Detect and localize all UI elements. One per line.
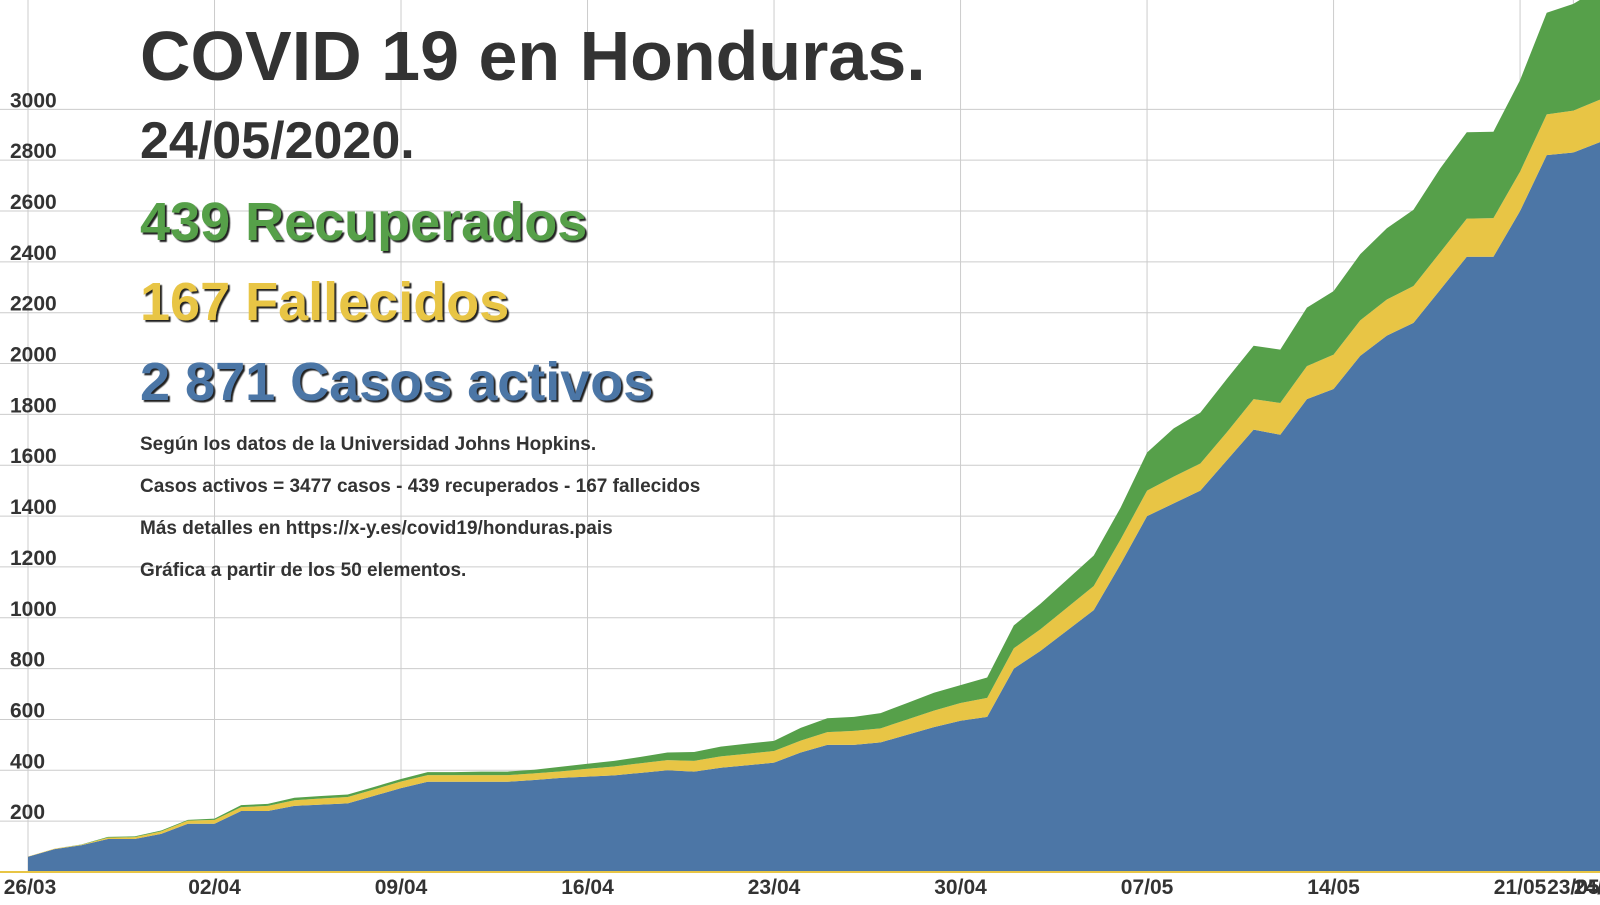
note: Según los datos de la Universidad Johns … [140, 434, 596, 455]
y-tick-label: 2200 [10, 293, 57, 316]
y-tick-label: 1000 [10, 598, 57, 621]
y-tick-label: 1200 [10, 547, 57, 570]
x-tick-label: 24/05 [1574, 876, 1600, 899]
y-tick-label: 1800 [10, 394, 57, 417]
y-tick-label: 2400 [10, 242, 57, 265]
x-tick-label: 09/04 [375, 876, 428, 899]
note: Más detalles en https://x-y.es/covid19/h… [140, 518, 613, 539]
y-tick-label: 1600 [10, 445, 57, 468]
x-tick-label: 30/04 [934, 876, 987, 899]
x-tick-label: 14/05 [1307, 876, 1360, 899]
y-tick-label: 600 [10, 699, 45, 722]
y-tick-label: 1400 [10, 496, 57, 519]
x-tick-label: 21/05 [1494, 876, 1547, 899]
y-tick-label: 2000 [10, 344, 57, 367]
x-tick-label: 26/03 [4, 876, 57, 899]
y-tick-label: 200 [10, 801, 45, 824]
x-tick-label: 07/05 [1121, 876, 1174, 899]
y-tick-label: 2800 [10, 140, 57, 163]
chart-subtitle: 24/05/2020. [140, 112, 415, 170]
x-tick-label: 23/04 [748, 876, 801, 899]
areas [0, 0, 1600, 873]
x-tick-label: 23/05 [1547, 876, 1600, 899]
y-tick-label: 2600 [10, 191, 57, 214]
y-tick-label: 800 [10, 649, 45, 672]
y-tick-label: 3000 [10, 89, 57, 112]
active-label: 2 871 Casos activos [140, 352, 653, 412]
x-tick-label: 16/04 [561, 876, 614, 899]
area [28, 142, 1600, 873]
deaths-label: 167 Fallecidos [140, 272, 509, 332]
note: Casos activos = 3477 casos - 439 recuper… [140, 476, 700, 497]
note: Gráfica a partir de los 50 elementos. [140, 560, 466, 581]
ticks: 200 400 600 800 1000 1200 1400 1600 1800 2000 2200… [4, 89, 1600, 899]
y-tick-label: 400 [10, 750, 45, 773]
chart-title: COVID 19 en Honduras. [140, 17, 926, 95]
x-tick-label: 02/04 [188, 876, 241, 899]
recovered-label: 439 Recuperados [140, 192, 587, 252]
